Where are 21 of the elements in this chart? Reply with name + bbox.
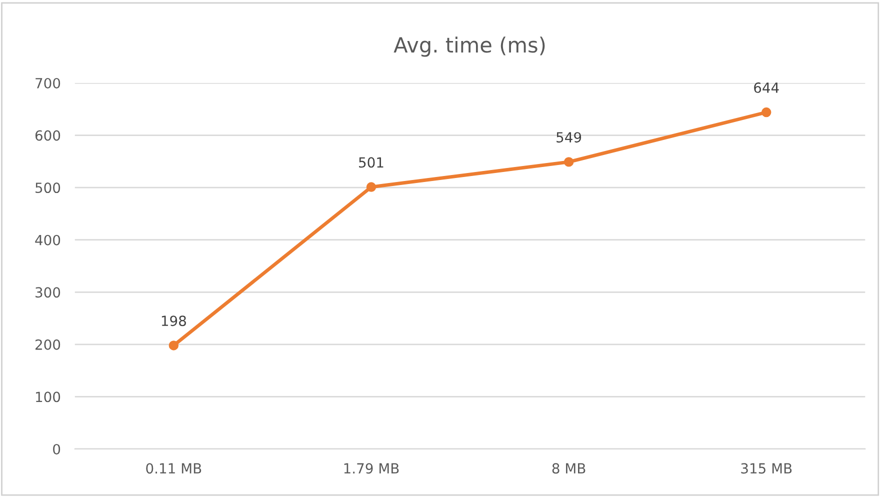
data-label: 501 [359, 157, 384, 168]
data-label: 198 [162, 316, 186, 326]
point [564, 157, 574, 167]
y-tick-label: 300 [36, 287, 60, 298]
y-tick-label: 500 [36, 182, 60, 194]
y-tick-label: 700 [36, 78, 60, 88]
y-tick-label: 0 [53, 444, 60, 454]
data-label: 549 [556, 132, 582, 143]
x-tick-label: 1.79 MB [344, 463, 399, 474]
x-tick-label: 0.11 MB [146, 463, 202, 474]
y-tick-label: 200 [36, 339, 60, 350]
chart-title: Avg. time (ms) [394, 36, 545, 57]
point [366, 182, 376, 192]
y-tick-label: 100 [36, 392, 60, 402]
x-tick-label: 315 MB [741, 463, 792, 474]
data-label: 644 [754, 82, 779, 93]
point [762, 107, 772, 118]
y-tick-label: 400 [35, 234, 60, 246]
y-tick-label: 600 [35, 130, 60, 141]
x-tick-label: 8 MB [552, 463, 586, 474]
point [168, 340, 179, 350]
